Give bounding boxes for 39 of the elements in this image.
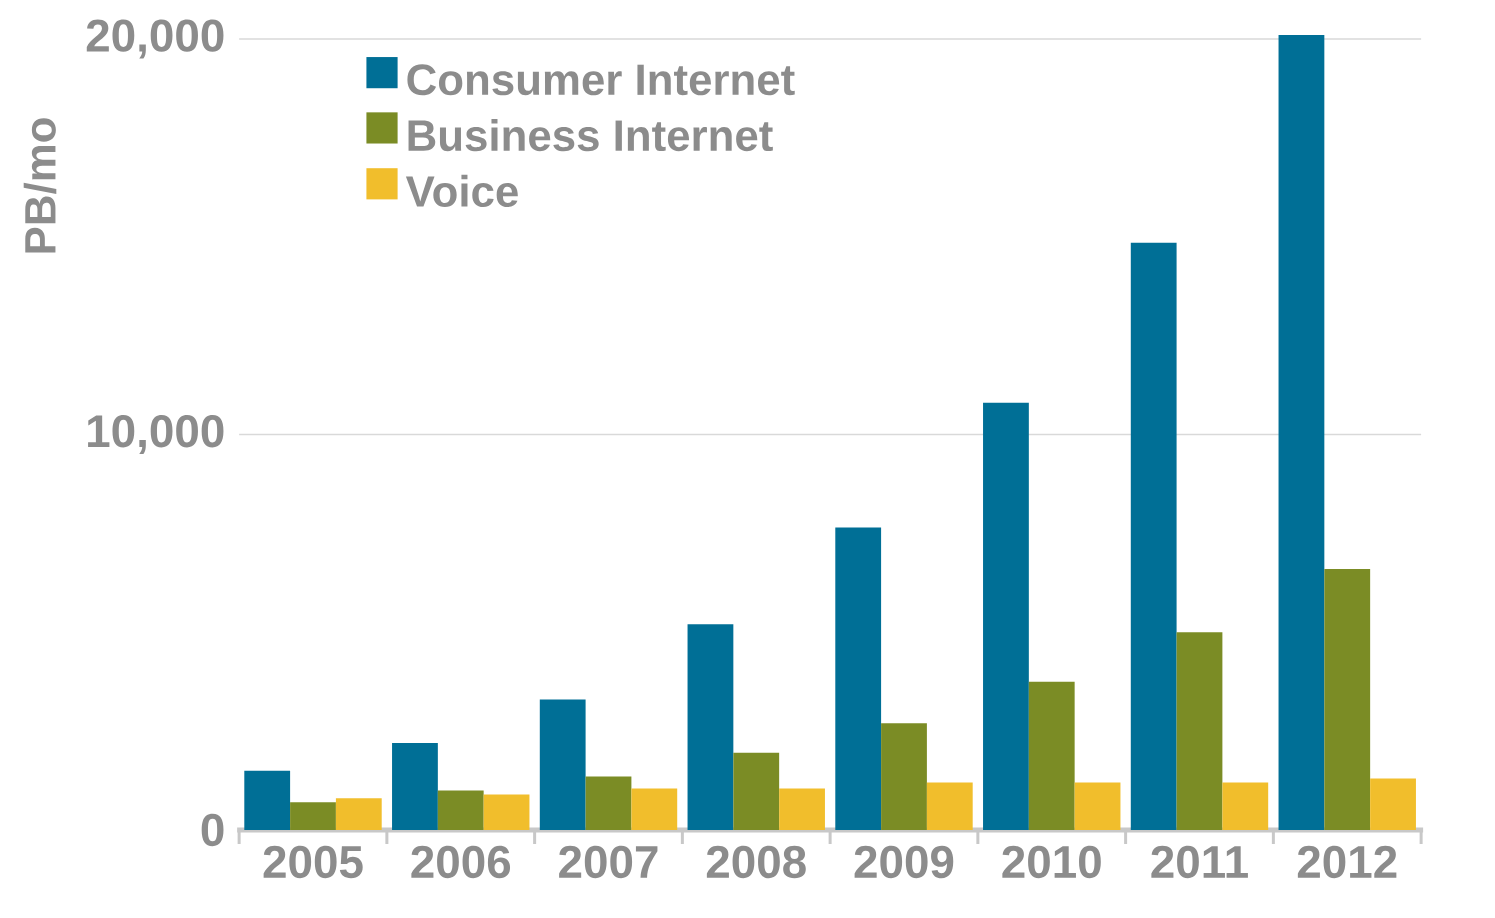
y-axis-title: PB/mo <box>23 118 57 253</box>
legend-label: Consumer Internet <box>407 64 795 96</box>
y-tick-label: 20,000 <box>86 19 224 59</box>
bar <box>1028 681 1075 830</box>
bar <box>926 782 973 830</box>
bar <box>687 624 734 830</box>
bar <box>1130 242 1177 830</box>
bar <box>983 402 1029 830</box>
bar <box>392 742 438 830</box>
bar <box>1370 778 1416 830</box>
x-tick-label: 2007 <box>559 845 658 879</box>
bar <box>290 802 336 830</box>
bar <box>631 788 678 830</box>
x-tick-label: 2010 <box>1002 845 1101 879</box>
bar <box>437 790 484 830</box>
bar <box>1074 782 1121 830</box>
x-tick-label: 2009 <box>854 845 954 879</box>
bar <box>881 723 927 830</box>
x-tick-label: 2005 <box>263 845 363 879</box>
bar <box>779 788 825 830</box>
y-tick-label: 0 <box>201 813 224 847</box>
bar <box>1176 632 1223 830</box>
x-tick-label: 2006 <box>411 845 511 879</box>
bar <box>1222 782 1269 830</box>
bar <box>483 794 530 830</box>
bar <box>1324 568 1371 830</box>
bar <box>733 752 780 830</box>
legend-label: Business Internet <box>408 118 773 152</box>
x-tick-label: 2008 <box>706 845 806 879</box>
bar <box>585 776 632 830</box>
bar <box>835 527 882 830</box>
x-tick-label: 2012 <box>1297 845 1397 879</box>
bar <box>335 798 382 830</box>
bar <box>1278 34 1325 830</box>
bar <box>244 770 291 830</box>
x-tick-label: 2011 <box>1151 845 1248 879</box>
y-tick-label: 10,000 <box>88 414 224 455</box>
bar <box>539 699 586 830</box>
legend-label: Voice <box>405 174 518 208</box>
